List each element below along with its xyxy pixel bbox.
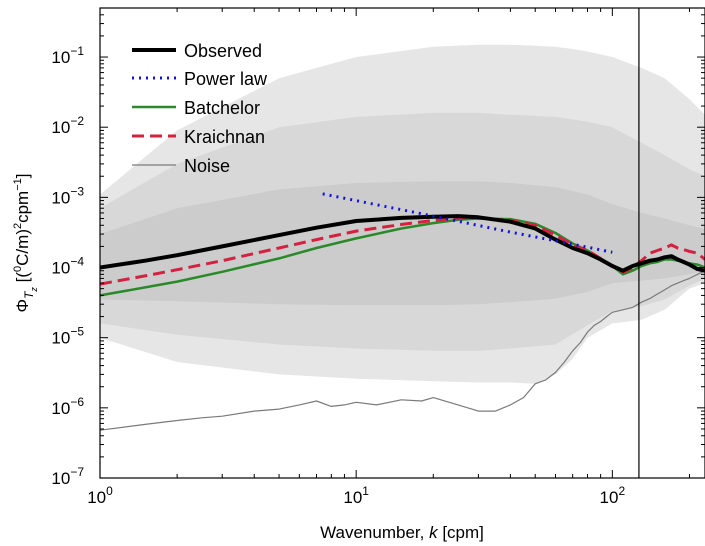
series-line-noise: [100, 270, 705, 431]
legend-label-observed: Observed: [184, 41, 262, 61]
y-tick-label: 10−1: [51, 44, 84, 67]
legend-label-noise: Noise: [184, 156, 230, 176]
y-tick-label: 10−6: [51, 395, 84, 418]
y-tick-label: 10−5: [51, 325, 84, 348]
legend-label-kraichnan: Kraichnan: [184, 127, 265, 147]
series-line-observed: [100, 214, 705, 273]
legend-label-batchelor: Batchelor: [184, 98, 260, 118]
band-3: [100, 181, 705, 306]
x-axis-label: Wavenumber, k [cpm]: [320, 523, 484, 542]
legend-label-power-law: Power law: [184, 69, 268, 89]
y-axis-label: ΦTz [(0C/m)2cpm−1]: [12, 173, 39, 312]
confidence-bands: [100, 44, 705, 384]
x-tick-label: 102: [600, 484, 626, 507]
y-tick-label: 10−3: [51, 184, 84, 207]
legend: Observed Power law Batchelor Kraichnan N…: [132, 41, 268, 176]
series-line-kraichnan: [100, 216, 705, 286]
axis-ticks: 100 101 102 10−7 10−6 10−5 10−4 10−3 10−2 10−1: [51, 7, 705, 507]
series-lines: [100, 192, 705, 431]
y-tick-label: 10−7: [51, 465, 84, 488]
plot-frame: [99, 7, 705, 479]
x-tick-label: 101: [343, 484, 369, 507]
y-tick-label: 10−2: [51, 114, 84, 137]
y-tick-label: 10−4: [51, 255, 84, 278]
series-line-power-law: [322, 192, 613, 254]
x-tick-label: 100: [87, 484, 113, 507]
